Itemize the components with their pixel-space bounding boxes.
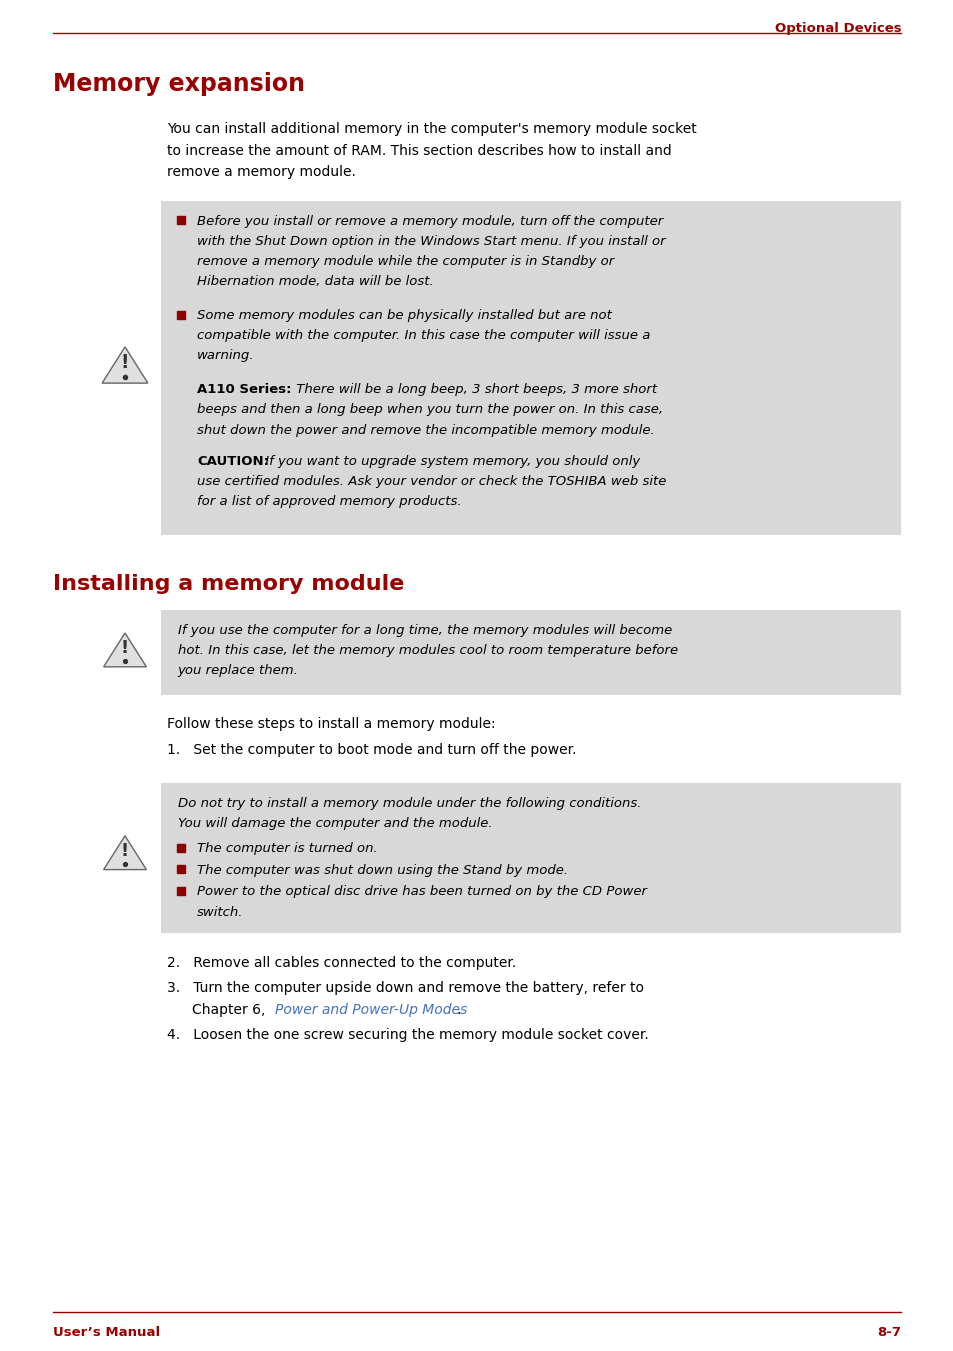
Text: !: ! [121, 842, 129, 859]
Text: 8-7: 8-7 [877, 1325, 901, 1339]
Text: 3.   Turn the computer upside down and remove the battery, refer to: 3. Turn the computer upside down and rem… [167, 981, 643, 996]
Text: for a list of approved memory products.: for a list of approved memory products. [197, 494, 461, 508]
Text: switch.: switch. [197, 905, 243, 919]
Text: beeps and then a long beep when you turn the power on. In this case,: beeps and then a long beep when you turn… [197, 404, 662, 416]
Polygon shape [104, 836, 146, 870]
Text: to increase the amount of RAM. This section describes how to install and: to increase the amount of RAM. This sect… [167, 143, 671, 158]
Polygon shape [102, 347, 148, 384]
Text: 1.   Set the computer to boot mode and turn off the power.: 1. Set the computer to boot mode and tur… [167, 743, 576, 757]
Text: Optional Devices: Optional Devices [774, 22, 901, 35]
Text: The computer was shut down using the Stand by mode.: The computer was shut down using the Sta… [197, 863, 568, 877]
FancyBboxPatch shape [161, 782, 901, 934]
Text: You will damage the computer and the module.: You will damage the computer and the mod… [177, 816, 492, 830]
Text: If you want to upgrade system memory, you should only: If you want to upgrade system memory, yo… [260, 455, 639, 467]
Text: with the Shut Down option in the Windows Start menu. If you install or: with the Shut Down option in the Windows… [197, 235, 665, 247]
Text: 4.   Loosen the one screw securing the memory module socket cover.: 4. Loosen the one screw securing the mem… [167, 1028, 648, 1043]
Text: If you use the computer for a long time, the memory modules will become: If you use the computer for a long time,… [177, 624, 671, 636]
Polygon shape [104, 634, 146, 667]
FancyBboxPatch shape [161, 201, 901, 535]
Text: use certified modules. Ask your vendor or check the TOSHIBA web site: use certified modules. Ask your vendor o… [197, 476, 666, 488]
Text: warning.: warning. [197, 350, 254, 362]
Text: Follow these steps to install a memory module:: Follow these steps to install a memory m… [167, 717, 495, 731]
Text: !: ! [121, 639, 129, 657]
Text: remove a memory module.: remove a memory module. [167, 165, 355, 180]
Text: The computer is turned on.: The computer is turned on. [197, 843, 377, 855]
Text: Power to the optical disc drive has been turned on by the CD Power: Power to the optical disc drive has been… [197, 885, 646, 898]
Text: hot. In this case, let the memory modules cool to room temperature before: hot. In this case, let the memory module… [177, 643, 678, 657]
Text: User’s Manual: User’s Manual [52, 1325, 160, 1339]
Text: compatible with the computer. In this case the computer will issue a: compatible with the computer. In this ca… [197, 330, 650, 342]
FancyBboxPatch shape [161, 609, 901, 696]
Text: you replace them.: you replace them. [177, 663, 298, 677]
Text: CAUTION:: CAUTION: [197, 455, 269, 467]
Text: !: ! [121, 354, 129, 373]
Text: .: . [456, 1002, 460, 1017]
Text: You can install additional memory in the computer's memory module socket: You can install additional memory in the… [167, 122, 696, 136]
Text: 2.   Remove all cables connected to the computer.: 2. Remove all cables connected to the co… [167, 955, 516, 970]
Text: Hibernation mode, data will be lost.: Hibernation mode, data will be lost. [197, 276, 434, 288]
Text: Chapter 6,: Chapter 6, [192, 1002, 269, 1017]
Text: Memory expansion: Memory expansion [52, 72, 304, 96]
Text: Installing a memory module: Installing a memory module [52, 574, 404, 593]
Text: shut down the power and remove the incompatible memory module.: shut down the power and remove the incom… [197, 424, 655, 436]
Text: Power and Power-Up Modes: Power and Power-Up Modes [274, 1002, 467, 1017]
Text: Some memory modules can be physically installed but are not: Some memory modules can be physically in… [197, 309, 612, 322]
Text: remove a memory module while the computer is in Standby or: remove a memory module while the compute… [197, 255, 614, 267]
Text: Do not try to install a memory module under the following conditions.: Do not try to install a memory module un… [177, 797, 640, 809]
Text: Before you install or remove a memory module, turn off the computer: Before you install or remove a memory mo… [197, 215, 662, 227]
Text: There will be a long beep, 3 short beeps, 3 more short: There will be a long beep, 3 short beeps… [292, 384, 657, 396]
Text: A110 Series:: A110 Series: [197, 384, 292, 396]
